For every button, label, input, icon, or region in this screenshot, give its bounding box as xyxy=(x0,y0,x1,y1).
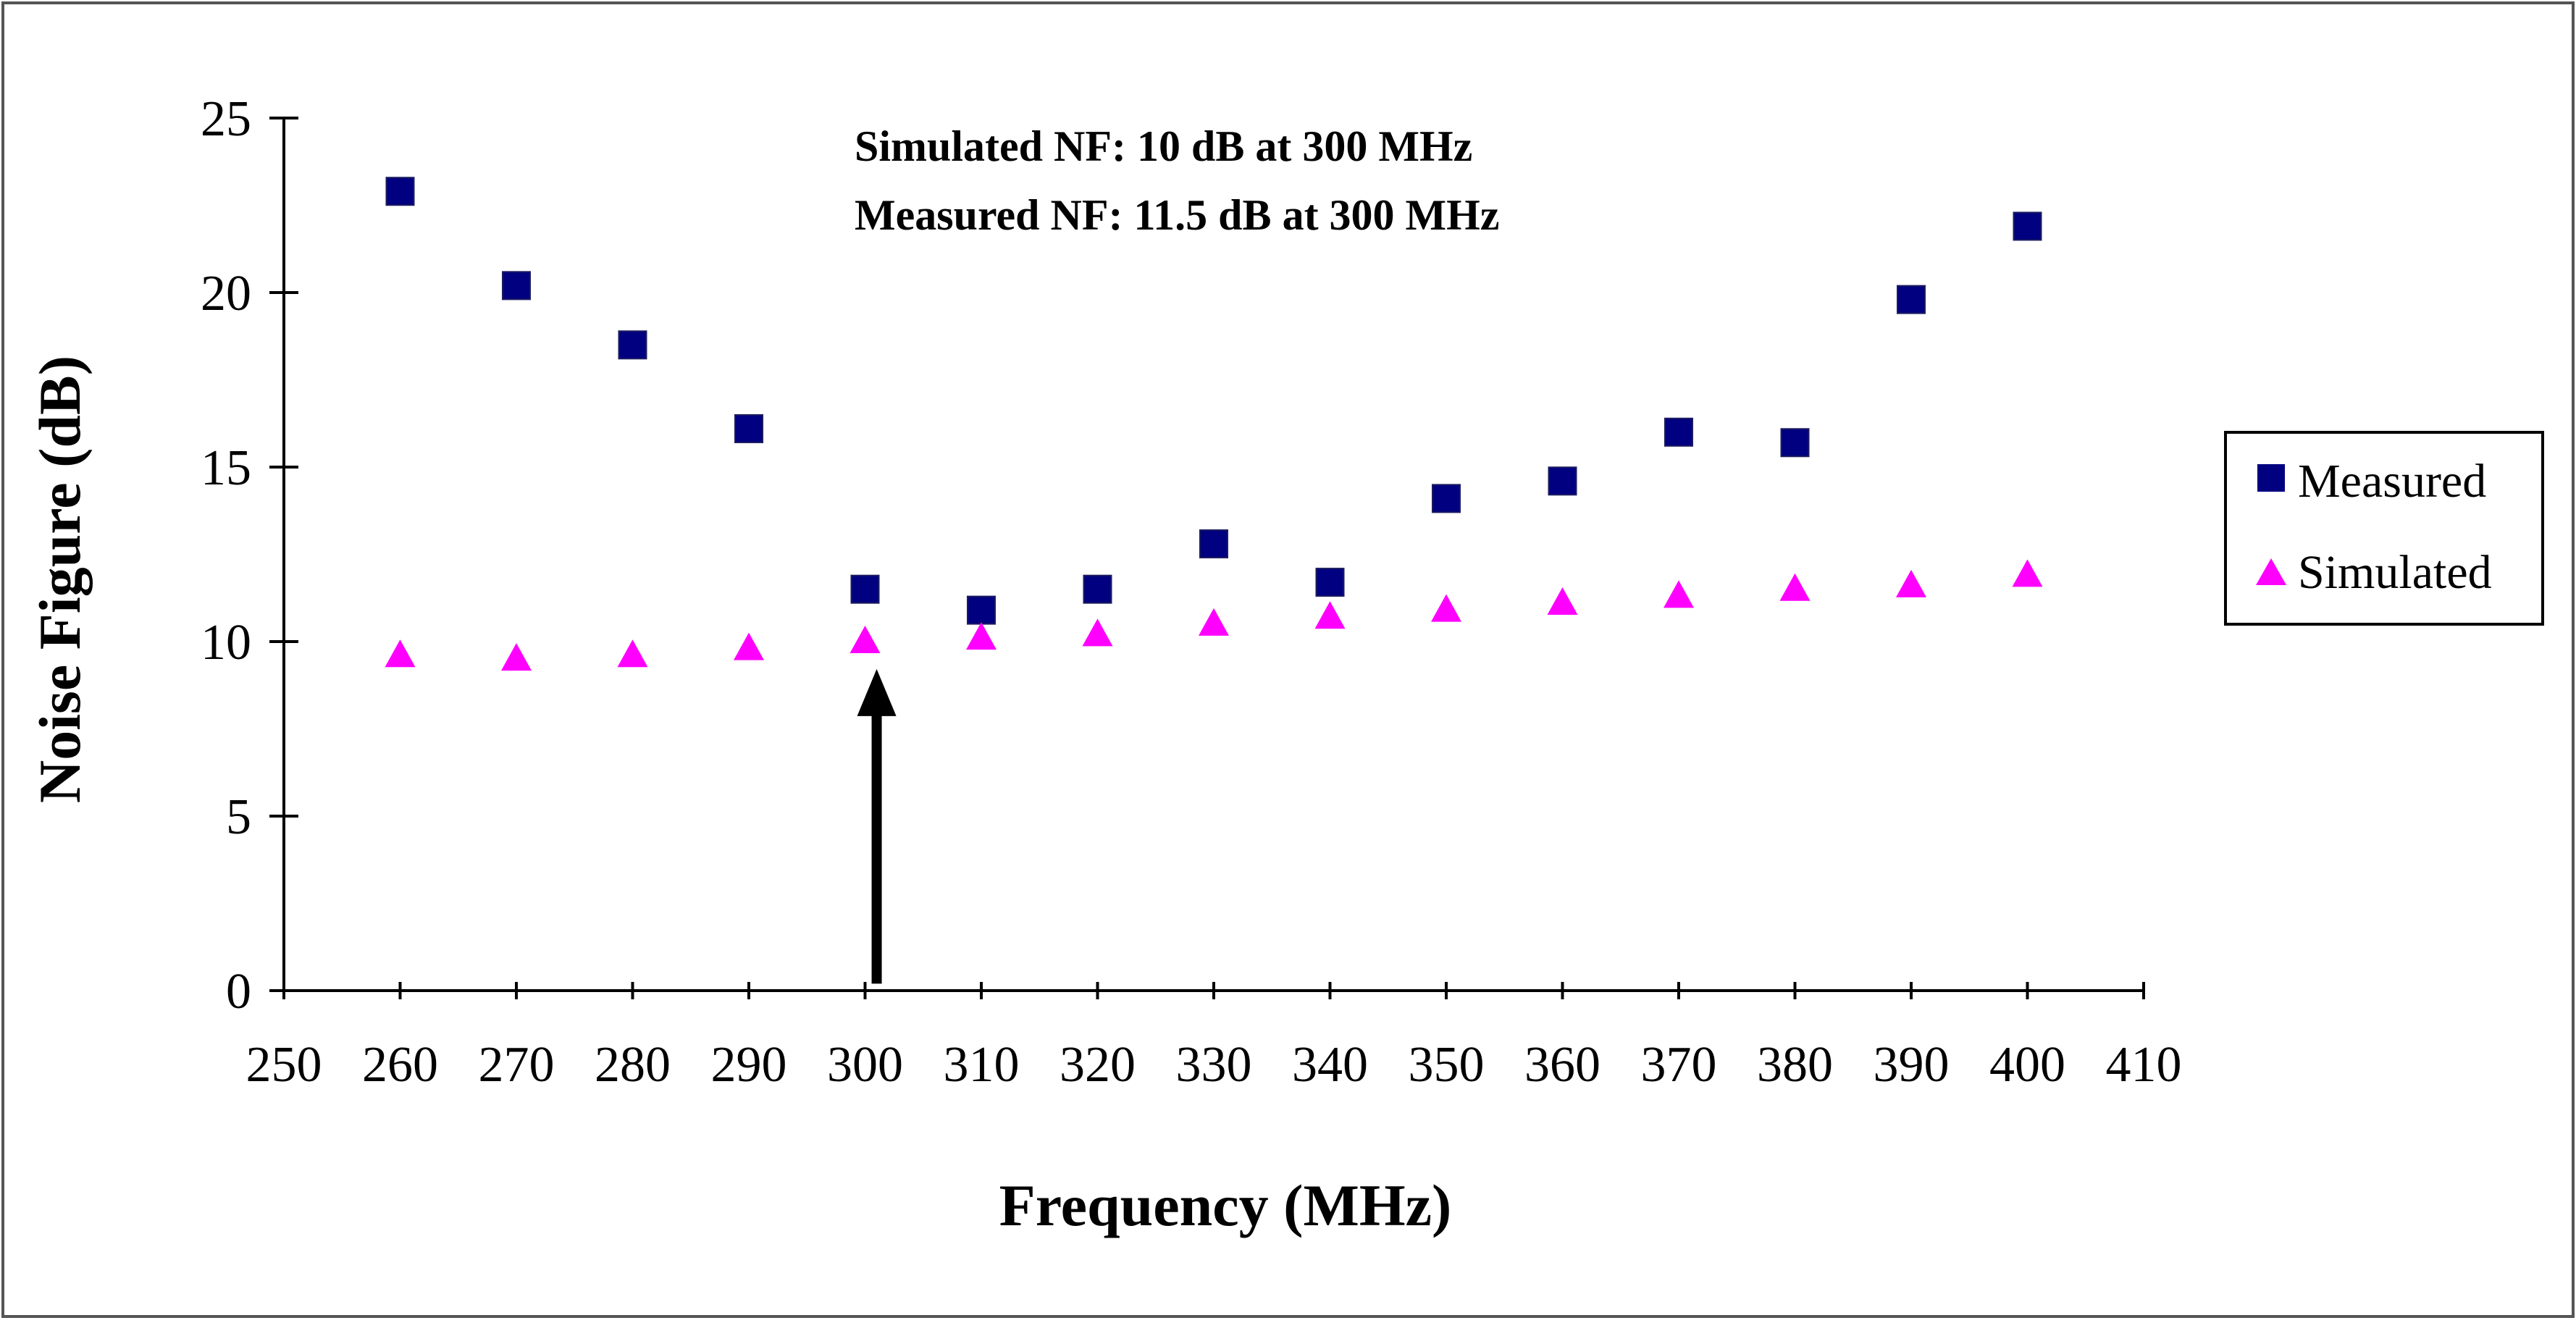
y-tick-label: 20 xyxy=(201,266,251,322)
measured-point xyxy=(1780,428,1810,458)
simulated-point xyxy=(1199,608,1229,636)
x-tick-label: 290 xyxy=(711,1037,787,1093)
x-tick-label: 340 xyxy=(1292,1037,1368,1093)
annotation-measured: Measured NF: 11.5 dB at 300 MHz xyxy=(855,191,1499,239)
x-tick-label: 410 xyxy=(2106,1037,2182,1093)
series-simulated xyxy=(385,559,2043,671)
measured-point xyxy=(1083,574,1112,604)
legend-simulated-marker xyxy=(2256,558,2286,585)
measured-point xyxy=(502,271,531,301)
annotation-simulated: Simulated NF: 10 dB at 300 MHz xyxy=(855,122,1472,170)
measured-point xyxy=(967,595,996,625)
legend-simulated-label: Simulated xyxy=(2298,546,2492,599)
simulated-point xyxy=(966,622,997,650)
measured-point xyxy=(618,330,647,360)
measured-point xyxy=(2013,211,2042,241)
measured-point xyxy=(1315,568,1345,597)
series-measured xyxy=(385,177,2042,625)
simulated-point xyxy=(1082,618,1113,647)
measured-point xyxy=(1897,285,1926,314)
legend-measured-label: Measured xyxy=(2298,455,2486,508)
x-tick-label: 320 xyxy=(1060,1037,1136,1093)
y-axis-title: Noise Figure (dB) xyxy=(27,356,93,803)
measured-point xyxy=(734,413,763,443)
measured-point xyxy=(1664,417,1693,447)
simulated-point xyxy=(734,632,764,660)
x-tick-label: 390 xyxy=(1874,1037,1950,1093)
x-axis-title: Frequency (MHz) xyxy=(999,1172,1452,1238)
simulated-point xyxy=(385,639,416,668)
x-tick-label: 330 xyxy=(1176,1037,1252,1093)
y-tick-label: 0 xyxy=(226,964,251,1020)
arrow-head xyxy=(857,668,897,716)
x-tick-label: 260 xyxy=(362,1037,438,1093)
measured-point xyxy=(1432,484,1461,513)
measured-point xyxy=(1548,466,1577,496)
simulated-point xyxy=(1779,573,1811,601)
measured-point xyxy=(850,574,880,604)
simulated-point xyxy=(1664,580,1694,608)
x-tick-label: 370 xyxy=(1641,1037,1717,1093)
simulated-point xyxy=(1547,587,1578,615)
legend-measured-marker xyxy=(2257,464,2285,492)
x-tick-label: 350 xyxy=(1409,1037,1485,1093)
measured-point xyxy=(385,177,415,206)
x-tick-label: 380 xyxy=(1757,1037,1833,1093)
arrow-300mhz xyxy=(857,668,897,984)
x-tick-label: 400 xyxy=(1989,1037,2065,1093)
x-tick-label: 310 xyxy=(944,1037,1020,1093)
simulated-point xyxy=(2012,559,2043,587)
legend: Measured Simulated xyxy=(2224,431,2544,626)
simulated-point xyxy=(849,626,881,653)
x-tick-label: 280 xyxy=(595,1037,671,1093)
x-tick-label: 360 xyxy=(1524,1037,1600,1093)
measured-point xyxy=(1199,529,1228,559)
axes xyxy=(269,117,2145,999)
simulated-point xyxy=(501,643,532,671)
simulated-point xyxy=(1314,601,1346,629)
x-tick-label: 270 xyxy=(479,1037,555,1093)
x-tick-labels: 250 260 270 280 290 300 310 320 330 340 350 360 370 3… xyxy=(246,1037,2182,1093)
y-tick-label: 5 xyxy=(226,789,251,845)
simulated-point xyxy=(617,639,648,668)
x-tick-label: 300 xyxy=(827,1037,903,1093)
y-tick-label: 10 xyxy=(201,615,251,671)
simulated-point xyxy=(1896,569,1926,597)
x-tick-label: 250 xyxy=(246,1037,322,1093)
simulated-point xyxy=(1431,594,1461,622)
y-tick-label: 15 xyxy=(201,440,251,496)
y-tick-labels: 0 5 10 15 20 25 xyxy=(201,91,251,1020)
y-tick-label: 25 xyxy=(201,91,251,147)
